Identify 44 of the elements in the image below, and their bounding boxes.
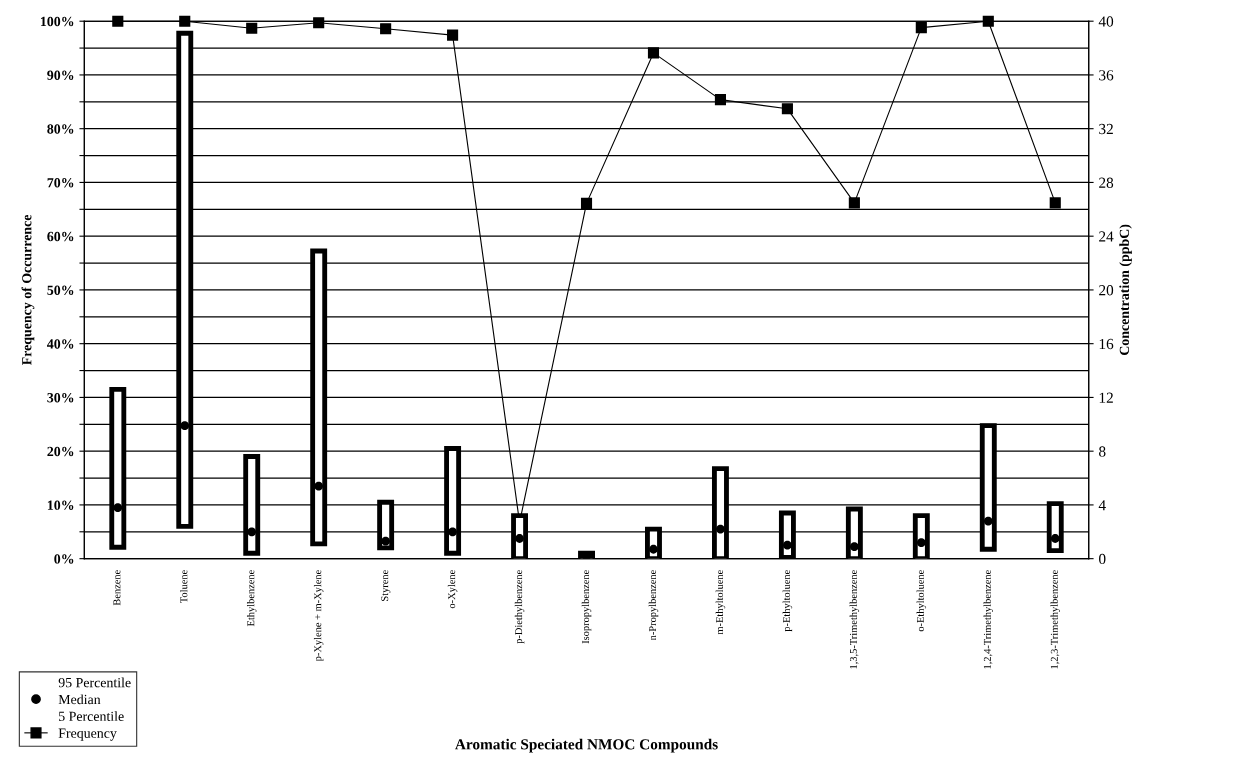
x-axis-title: Aromatic Speciated NMOC Compounds	[455, 738, 718, 753]
text: 95 Percentile	[58, 677, 131, 688]
x-tick-label: Isopropylbenzene	[581, 570, 592, 644]
text: 5 Percentile	[59, 711, 124, 722]
y2-tick-label: 4	[1098, 500, 1106, 511]
y-tick-label: 30%	[47, 393, 74, 403]
x-tick-label: o-Ethyltoluene	[916, 570, 927, 632]
y-axis-title: Frequency of Occurrence	[21, 214, 35, 366]
y-tick-label: 60%	[47, 231, 74, 242]
x-tick-label: p-Diethylbenzene	[514, 570, 525, 644]
y-tick-label: 20%	[47, 446, 74, 457]
y-tick-label: 10%	[47, 500, 74, 510]
y2-tick-label: 12	[1099, 392, 1113, 403]
x-tick-label: 1,3,5-Trimethylbenzene	[849, 570, 860, 669]
y-tick-label: 40%	[47, 339, 74, 349]
y2-tick-label: 24	[1099, 231, 1114, 242]
x-tick-label: Benzene	[113, 570, 121, 606]
x-tick-label: n-Propylbenzene	[648, 570, 659, 641]
y-tick-label: 0%	[54, 554, 74, 564]
y2-tick-label: 40	[1098, 16, 1114, 27]
y-tick-label: 50%	[47, 285, 74, 295]
y2-tick-label: 32	[1099, 123, 1113, 135]
y2-tick-label: 36	[1099, 70, 1114, 81]
x-tick-label: Ethylbenzene	[246, 570, 257, 627]
x-tick-label: m-Ethyltoluene	[715, 570, 726, 635]
x-tick-label: p-Xylene + m-Xylene	[313, 570, 324, 662]
y2-tick-label: 8	[1099, 446, 1106, 457]
y-tick-label: 90%	[47, 70, 74, 80]
legend-label: Frequency	[58, 728, 117, 741]
x-tick-label: 1,2,3-Trimethylbenzene	[1050, 570, 1060, 669]
y-tick-label: 100%	[40, 16, 74, 27]
y2-tick-label: 28	[1099, 177, 1114, 188]
y2-tick-label: 16	[1099, 338, 1114, 350]
y-tick-label: 80%	[47, 124, 74, 134]
x-tick-label: o-Xylene	[447, 570, 458, 609]
y2-axis-title: Concentration (ppbC)	[1119, 224, 1132, 356]
legend-label: Median	[58, 694, 101, 705]
x-tick-label: Toluene	[180, 570, 188, 603]
x-tick-label: p-Ethyltoluene	[782, 570, 793, 632]
x-tick-label: Styrene	[381, 570, 391, 601]
y2-tick-label: 20	[1099, 285, 1114, 296]
x-tick-label: 1,2,4-Trimethylbenzene	[983, 570, 994, 669]
y-tick-label: 70%	[47, 178, 74, 188]
y2-tick-label: 0	[1099, 553, 1106, 565]
